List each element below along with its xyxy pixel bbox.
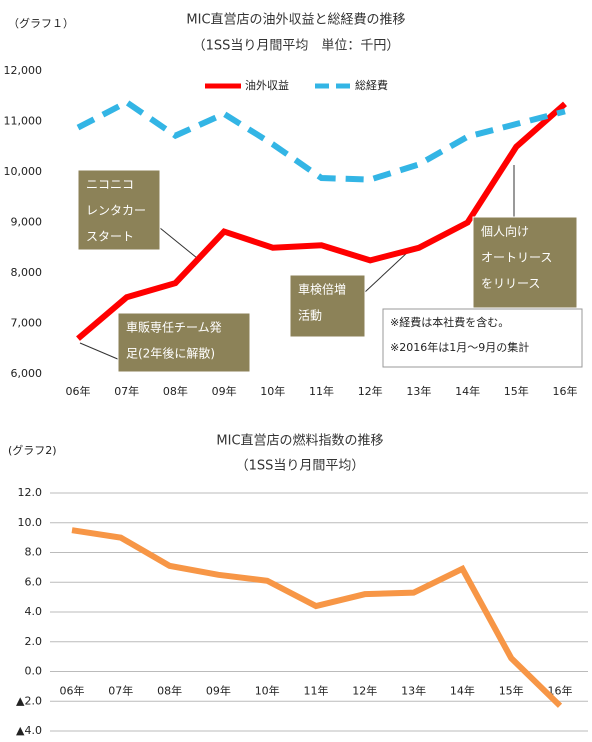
x-tick-label: 07年 xyxy=(114,384,139,398)
y-tick-label: ▲4.0 xyxy=(16,724,42,737)
annotation-box xyxy=(117,312,251,373)
legend-label: 油外収益 xyxy=(245,78,289,92)
note-box xyxy=(382,308,583,368)
annotation-text: 個人向け xyxy=(481,224,529,239)
y-tick-label: ▲2.0 xyxy=(16,694,42,707)
x-tick-label: 09年 xyxy=(206,684,231,698)
chart-subtitle: （1SS当り月間平均） xyxy=(236,459,365,474)
x-tick-label: 11年 xyxy=(309,384,334,398)
y-tick-label: 10,000 xyxy=(4,165,43,178)
x-tick-label: 13年 xyxy=(401,684,426,698)
y-tick-label: 6,000 xyxy=(11,367,43,380)
y-tick-label: 11,000 xyxy=(4,115,43,128)
annotation-text: をリリース xyxy=(481,277,540,291)
y-tick-label: 2.0 xyxy=(25,635,43,648)
y-tick-label: 0.0 xyxy=(25,665,43,678)
y-tick-label: 6.0 xyxy=(25,575,43,588)
x-tick-label: 06年 xyxy=(60,684,85,698)
series-line xyxy=(76,98,566,183)
x-tick-label: 16年 xyxy=(548,684,573,698)
annotation-text: 足(2年後に解散) xyxy=(126,346,215,361)
y-tick-label: 12.0 xyxy=(18,486,43,499)
y-tick-label: 12,000 xyxy=(4,64,43,77)
annotation-text: レンタカー xyxy=(86,204,146,218)
leader-line xyxy=(364,249,411,293)
y-tick-label: 10.0 xyxy=(18,516,43,529)
x-tick-label: 09年 xyxy=(212,384,237,398)
x-tick-label: 10年 xyxy=(260,384,285,398)
y-tick-label: 8.0 xyxy=(25,546,43,559)
series-line xyxy=(71,527,563,708)
note-text: ※経費は本社費を含む。 xyxy=(390,315,509,329)
x-tick-label: 12年 xyxy=(352,684,377,698)
x-tick-label: 07年 xyxy=(108,684,133,698)
x-tick-label: 15年 xyxy=(504,384,529,398)
x-tick-label: 08年 xyxy=(157,684,182,698)
y-tick-label: 9,000 xyxy=(11,216,43,229)
x-tick-label: 14年 xyxy=(455,384,480,398)
leader-line xyxy=(159,227,198,259)
annotation-text: 活動 xyxy=(298,309,322,323)
legend-label: 総経費 xyxy=(355,78,388,92)
annotation-text: 車検倍増 xyxy=(298,282,346,297)
x-tick-label: 15年 xyxy=(499,684,524,698)
leader-line xyxy=(79,342,121,361)
annotation-text: 車販専任チーム発 xyxy=(126,321,222,335)
x-tick-label: 08年 xyxy=(163,384,188,398)
annotation-box xyxy=(472,216,578,309)
x-tick-label: 14年 xyxy=(450,684,475,698)
y-tick-label: 7,000 xyxy=(11,317,43,330)
chart-label: （グラフ１） xyxy=(8,16,74,30)
y-tick-label: 4.0 xyxy=(25,605,43,618)
x-tick-label: 16年 xyxy=(553,384,578,398)
annotation-text: ニコニコ xyxy=(86,178,134,192)
x-tick-label: 10年 xyxy=(255,684,280,698)
x-tick-label: 12年 xyxy=(358,384,383,398)
x-tick-label: 13年 xyxy=(406,384,431,398)
annotation-text: オートリース xyxy=(481,251,552,265)
chart-label: (グラフ2) xyxy=(8,443,57,457)
annotation-box xyxy=(77,169,161,251)
series-line xyxy=(76,101,567,341)
annotation-text: スタート xyxy=(86,230,134,244)
x-tick-label: 06年 xyxy=(66,384,91,398)
x-tick-label: 11年 xyxy=(304,684,329,698)
chart-subtitle: （1SS当り月間平均 単位：千円） xyxy=(193,38,400,54)
annotation-box xyxy=(289,274,366,338)
note-text: ※2016年は1月～9月の集計 xyxy=(390,340,529,354)
y-tick-label: 8,000 xyxy=(11,266,43,279)
chart-title: MIC直営店の油外収益と総経費の推移 xyxy=(186,13,405,28)
chart-title: MIC直営店の燃料指数の推移 xyxy=(216,433,383,449)
